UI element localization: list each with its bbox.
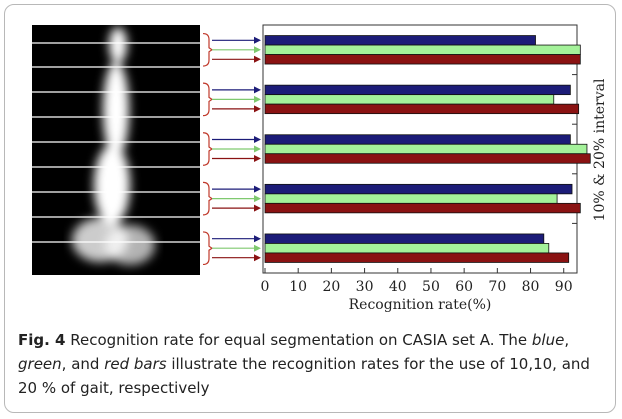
bar	[265, 253, 569, 263]
arrow-head	[254, 235, 261, 242]
brace	[203, 133, 212, 166]
brace	[203, 83, 212, 116]
bar	[265, 45, 580, 55]
arrow-head	[254, 46, 261, 53]
arrow-head	[254, 105, 261, 112]
arrow-head	[254, 96, 261, 103]
bar	[265, 85, 570, 95]
bar	[265, 154, 590, 164]
bar	[265, 144, 587, 154]
brace	[203, 182, 212, 215]
arrow-head	[254, 195, 261, 202]
caption-text: , and	[62, 355, 105, 373]
figure: Recognition rate(%) 10% & 20% interval 0…	[0, 0, 622, 419]
caption-label: Fig. 4	[18, 331, 65, 349]
x-tick-label: 10	[289, 279, 307, 295]
arrow-head	[254, 56, 261, 63]
bar	[265, 104, 579, 114]
arrow-head	[254, 186, 261, 193]
bar	[265, 234, 544, 244]
bar	[265, 135, 570, 145]
bar	[265, 36, 536, 46]
chart: Recognition rate(%) 10% & 20% interval 0…	[0, 0, 622, 320]
arrow-head	[254, 254, 261, 261]
bar	[265, 194, 557, 204]
arrow-head	[254, 205, 261, 212]
brace	[203, 232, 212, 265]
arrow-head	[254, 245, 261, 252]
x-tick-label: 70	[488, 279, 506, 295]
x-tick-label: 80	[522, 279, 540, 295]
x-tick-label: 0	[261, 279, 270, 295]
x-axis-label: Recognition rate(%)	[349, 297, 492, 313]
arrow-head	[254, 86, 261, 93]
bar	[265, 55, 580, 65]
x-tick-label: 90	[555, 279, 573, 295]
brace	[203, 34, 212, 67]
x-tick-label: 30	[356, 279, 374, 295]
y-axis-label: 10% & 20% interval	[592, 78, 608, 221]
caption-text: Recognition rate for equal segmentation …	[65, 331, 531, 349]
x-tick-label: 40	[389, 279, 407, 295]
x-tick-label: 60	[455, 279, 473, 295]
caption-text: red bars	[104, 355, 166, 373]
bar	[265, 184, 572, 194]
arrow-head	[254, 155, 261, 162]
arrow-head	[254, 136, 261, 143]
arrows	[203, 34, 261, 265]
caption-text: ,	[564, 331, 569, 349]
x-tick-label: 50	[422, 279, 440, 295]
caption: Fig. 4 Recognition rate for equal segmen…	[18, 328, 608, 400]
caption-text: blue	[532, 331, 564, 349]
caption-text: green	[18, 355, 62, 373]
arrow-head	[254, 146, 261, 153]
arrow-head	[254, 37, 261, 44]
x-tick-label: 20	[322, 279, 340, 295]
bar	[265, 203, 580, 213]
bar	[265, 243, 549, 253]
bar	[265, 95, 554, 105]
